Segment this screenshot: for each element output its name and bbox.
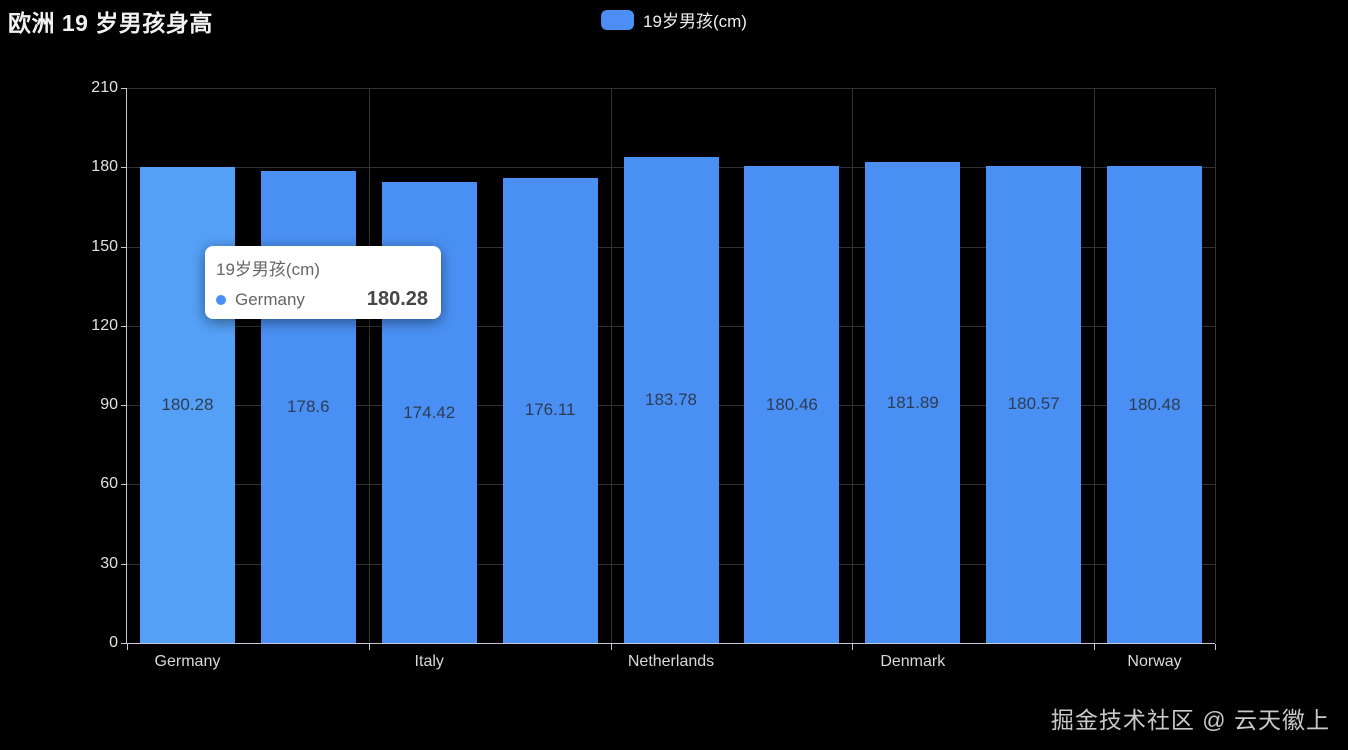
v-gridline (368, 88, 370, 643)
bar-value-label: 183.78 (645, 390, 697, 410)
y-tick-mark (121, 484, 127, 486)
tooltip-item-value: 180.28 (366, 288, 428, 310)
bar[interactable]: 180.28 (139, 166, 235, 643)
y-tick-label: 90 (100, 396, 118, 414)
y-tick-mark (121, 405, 127, 407)
x-tick-mark (368, 644, 370, 650)
x-tick-mark (852, 644, 854, 650)
y-tick-mark (121, 246, 127, 248)
x-tick-mark (610, 644, 612, 650)
x-tick-label: Italy (414, 653, 444, 670)
bar-value-label: 180.28 (161, 394, 214, 414)
y-tick-mark (121, 325, 127, 327)
h-gridline (127, 88, 1215, 89)
y-tick-label: 210 (91, 79, 118, 96)
y-tick-mark (121, 643, 127, 644)
y-tick-label: 150 (91, 237, 118, 255)
y-tick-label: 0 (109, 634, 118, 651)
y-tick-mark (121, 88, 127, 89)
bar[interactable]: 176.11 (502, 177, 598, 643)
legend-label: 19岁男孩(cm) (643, 12, 747, 31)
bar[interactable]: 180.57 (986, 165, 1082, 643)
y-tick-label: 30 (100, 554, 118, 572)
v-gridline (1215, 88, 1216, 643)
y-axis-line (126, 88, 127, 644)
y-tick-label: 60 (100, 475, 118, 493)
bar-value-label: 176.11 (524, 400, 576, 420)
x-tick-label: Netherlands (627, 653, 715, 670)
bar[interactable]: 183.78 (623, 157, 719, 643)
v-gridline (1094, 88, 1096, 643)
x-axis-line (126, 643, 1215, 644)
tooltip-item-name: Germany (235, 289, 305, 309)
y-tick-mark (121, 167, 127, 169)
bar[interactable]: 181.89 (865, 162, 961, 643)
v-gridline (852, 88, 854, 643)
watermark: 掘金技术社区 @ 云天徽上 (1050, 707, 1330, 733)
bar[interactable]: 180.48 (1107, 166, 1203, 643)
legend-swatch-icon (601, 9, 635, 30)
legend-item[interactable]: 19岁男孩(cm) (601, 7, 747, 32)
bar[interactable]: 178.6 (260, 171, 356, 643)
v-gridline (610, 88, 612, 643)
bar-value-label: 180.57 (1007, 394, 1060, 414)
tooltip-series-name: 19岁男孩(cm) (216, 260, 320, 279)
y-tick-mark (121, 563, 127, 565)
y-tick-label: 180 (91, 158, 118, 176)
plot-area: 0 30 60 90 120 150 180 210 Germany Italy Netherla… (91, 79, 1216, 670)
x-tick-mark (1215, 644, 1216, 650)
x-tick-label: Germany (154, 653, 221, 670)
x-tick-mark (127, 644, 128, 650)
y-tick-label: 120 (91, 316, 118, 334)
x-tick-label: Norway (1127, 653, 1182, 670)
tooltip-row: Germany 180.28 (216, 288, 428, 311)
bar-value-label: 174.42 (403, 402, 456, 422)
tooltip: 19岁男孩(cm) Germany 180.28 (205, 246, 441, 319)
chart-title: 欧洲 19 岁男孩身高 (8, 10, 213, 36)
bar-value-label: 180.48 (1128, 394, 1181, 414)
bar-value-label: 180.46 (765, 394, 818, 414)
bar-value-label: 178.6 (287, 397, 330, 416)
series-marker-icon (216, 294, 226, 305)
bar-value-label: 181.89 (886, 392, 939, 412)
x-tick-mark (1094, 644, 1096, 650)
x-tick-label: Denmark (880, 653, 946, 670)
bar[interactable]: 180.46 (744, 166, 840, 643)
